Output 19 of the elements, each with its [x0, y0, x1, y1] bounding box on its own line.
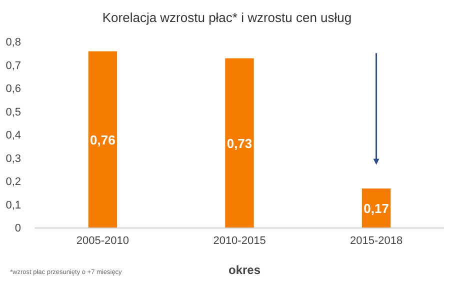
x-tick-label: 2015-2018 — [350, 234, 403, 247]
data-label: 0,76 — [90, 132, 116, 148]
y-tick-label: 0,6 — [6, 83, 21, 96]
x-tick-label: 2005-2010 — [76, 234, 130, 247]
y-tick-label: 0,5 — [6, 106, 21, 118]
y-tick-label: 0 — [14, 222, 21, 235]
x-tick-label: 2010-2015 — [213, 234, 266, 247]
y-tick-label: 0,2 — [6, 176, 21, 188]
y-tick-label: 0,8 — [6, 36, 21, 49]
x-axis-title: okres — [228, 263, 261, 277]
bar — [225, 58, 254, 228]
data-label: 0,17 — [364, 201, 389, 216]
y-tick-label: 0,1 — [6, 199, 21, 212]
y-tick-label: 0,7 — [6, 60, 21, 72]
y-tick-label: 0,3 — [6, 152, 21, 165]
data-label: 0,73 — [226, 136, 252, 152]
chart-title: Korelacja wzrostu płac* i wzrostu cen usług — [102, 10, 352, 25]
bar — [88, 51, 118, 228]
y-tick-label: 0,4 — [6, 130, 21, 142]
